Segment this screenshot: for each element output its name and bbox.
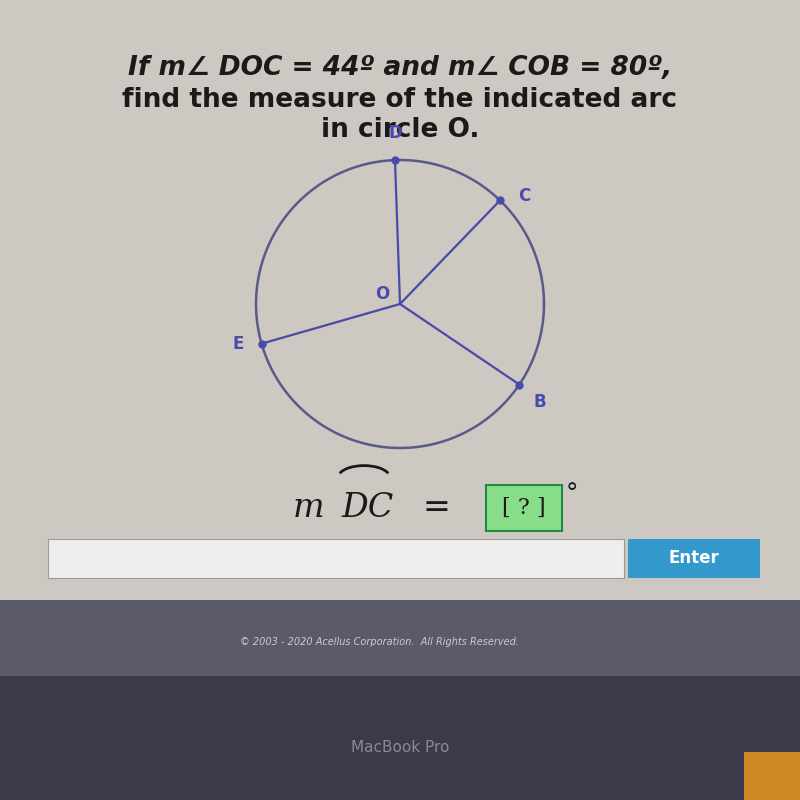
Text: [ ? ]: [ ? ]: [502, 497, 546, 519]
Bar: [628, 539, 760, 578]
Text: B: B: [534, 394, 546, 411]
Bar: [0, 600, 800, 676]
Bar: [0, 676, 800, 800]
Text: Enter: Enter: [669, 550, 719, 567]
Bar: [744, 752, 800, 800]
Text: =: =: [422, 492, 450, 524]
Text: in circle O.: in circle O.: [321, 117, 479, 142]
Text: If m∠ DOC = 44º and m∠ COB = 80º,: If m∠ DOC = 44º and m∠ COB = 80º,: [128, 55, 672, 81]
Text: find the measure of the indicated arc: find the measure of the indicated arc: [122, 87, 678, 113]
Text: D: D: [388, 125, 402, 142]
Text: E: E: [233, 334, 244, 353]
Text: m: m: [292, 492, 324, 524]
Text: DC: DC: [342, 492, 394, 524]
Bar: [48, 539, 624, 578]
Text: © 2003 - 2020 Acellus Corporation.  All Rights Reserved.: © 2003 - 2020 Acellus Corporation. All R…: [240, 638, 519, 647]
Text: O: O: [375, 286, 390, 303]
Text: °: °: [566, 482, 578, 506]
Text: C: C: [518, 187, 530, 206]
Text: MacBook Pro: MacBook Pro: [351, 741, 449, 755]
Bar: [486, 485, 562, 531]
